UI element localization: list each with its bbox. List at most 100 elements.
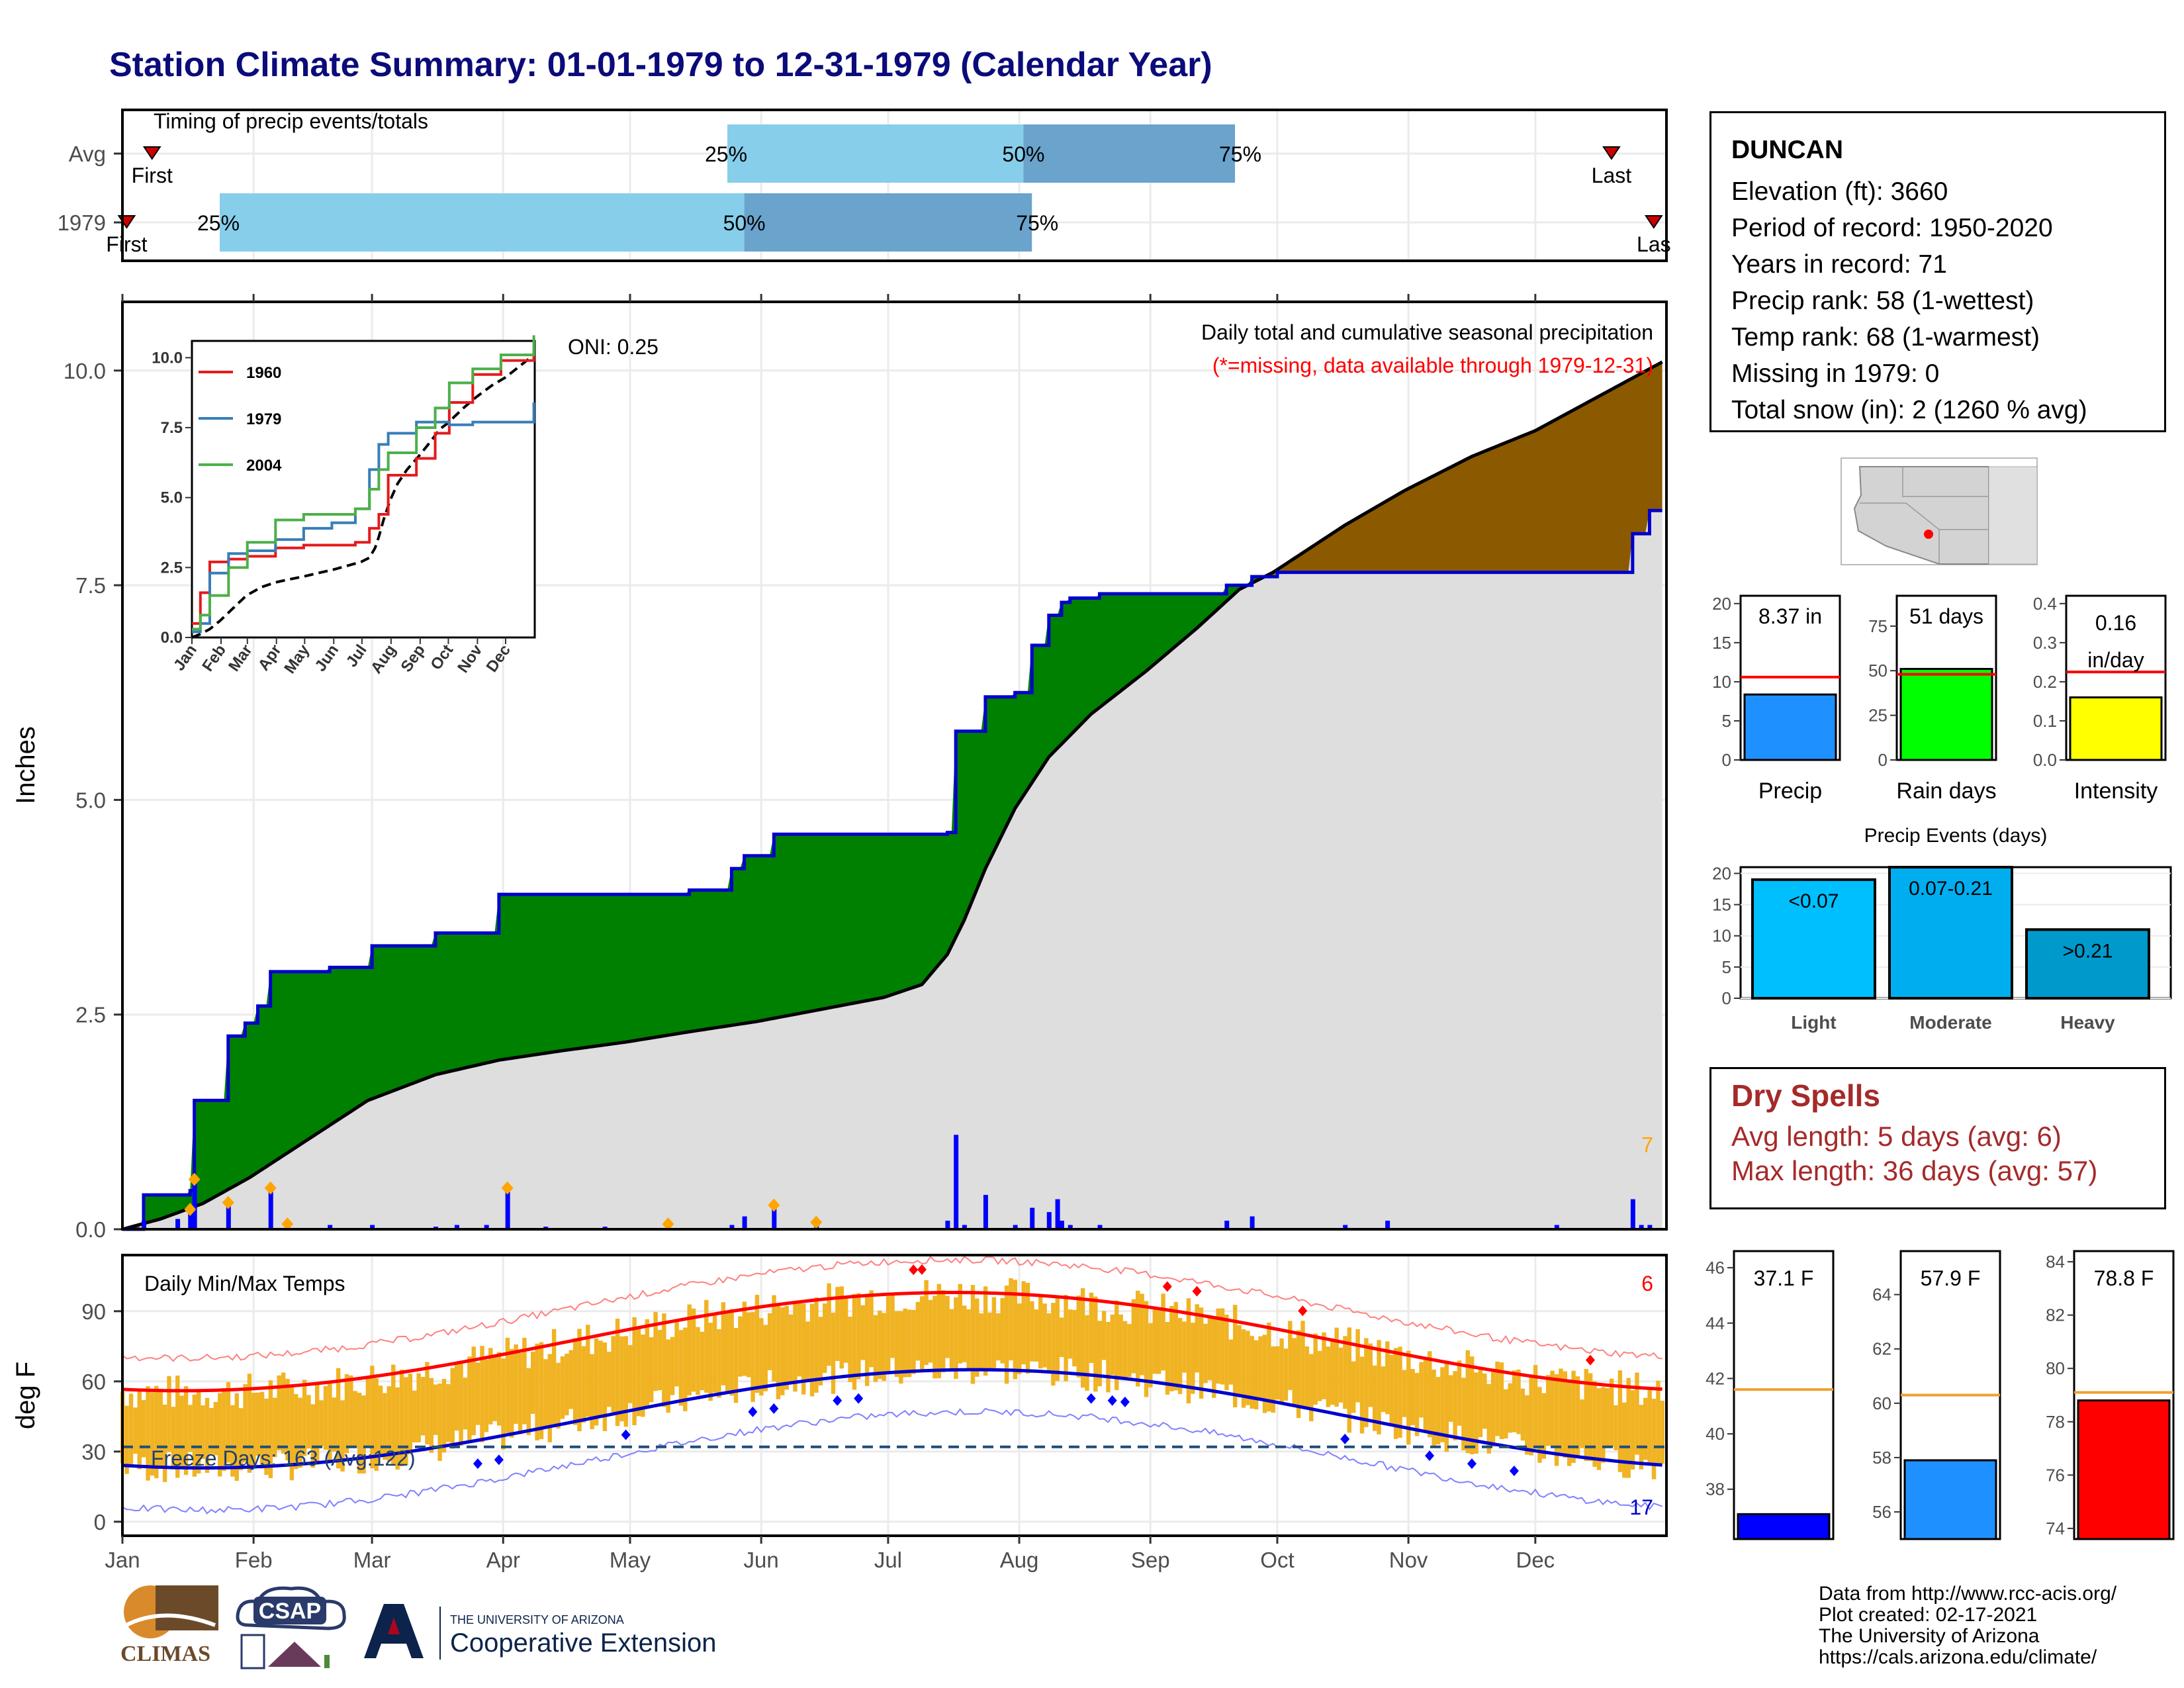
daily-temp-bar [1334,1327,1339,1407]
daily-temp-bar [1419,1362,1424,1418]
cold-days-count: 17 [1629,1495,1653,1519]
daily-precip-bar [1068,1225,1073,1229]
daily-temp-bar [1529,1375,1533,1456]
daily-temp-bar [1288,1321,1293,1390]
stat-ytick-label: 0.1 [2033,711,2057,731]
record-low-line [122,1407,1662,1515]
stat-value-label: 0.16 [2095,611,2136,635]
timing-last-marker [1602,146,1621,160]
daily-temp-bar [1089,1292,1094,1364]
daily-temp-bar [1216,1308,1220,1384]
tstat-ytick-label: 76 [2046,1465,2065,1485]
daily-temp-bar [966,1309,971,1372]
daily-temp-bar [1550,1370,1555,1446]
stat-ytick-label: 0.4 [2033,594,2057,614]
daily-temp-bar [1283,1348,1289,1401]
daily-temp-bar [653,1311,658,1391]
daily-temp-bar [365,1378,371,1447]
daily-temp-bar [1516,1369,1521,1434]
daily-temp-bar [1177,1317,1183,1394]
daily-temp-bar [298,1397,302,1468]
daily-temp-bar [179,1395,184,1466]
daily-precip-bar [1224,1221,1230,1229]
precip-events-title: Precip Events (days) [1864,825,2048,847]
daily-temp-bar [708,1323,713,1401]
daily-temp-bar [1136,1290,1140,1387]
daily-temp-bar [615,1319,620,1427]
daily-temp-bar [399,1369,404,1467]
record-low-marker [621,1429,631,1440]
month-tick-label: Jun [744,1548,779,1572]
daily-temp-bar [649,1337,654,1403]
daily-temp-bar [378,1385,383,1456]
daily-temp-bar [725,1313,730,1392]
daily-temp-bar [302,1380,307,1456]
daily-temp-bar [742,1301,747,1376]
daily-temp-bar [1051,1303,1056,1386]
daily-temp-bar [1030,1301,1034,1362]
daily-temp-bar [975,1298,979,1377]
daily-temp-bar [531,1351,535,1414]
daily-temp-bar [1085,1315,1089,1391]
daily-temp-bar [772,1295,776,1382]
daily-temp-bar [581,1346,586,1423]
daily-temp-bar [1237,1325,1242,1398]
daily-temp-bar [243,1384,248,1463]
daily-precip-bar [1554,1225,1559,1229]
daily-temp-bar [1186,1298,1191,1404]
stat-ytick-label: 0.2 [2033,672,2057,692]
daily-temp-bar [213,1401,218,1456]
daily-temp-bar [704,1299,709,1393]
daily-temp-bar [175,1375,180,1478]
station-line: Total snow (in): 2 (1260 % avg) [1731,396,2087,424]
daily-temp-bar [814,1297,819,1393]
tstat-ytick-label: 40 [1706,1424,1725,1444]
daily-temp-bar [970,1285,976,1384]
record-low-marker [494,1454,504,1466]
daily-temp-bar [289,1385,295,1481]
daily-temp-bar [1195,1304,1199,1373]
daily-temp-bar [1444,1360,1449,1452]
daily-temp-bar [1025,1282,1030,1374]
daily-temp-bar [1224,1315,1229,1391]
daily-temp-bar [1630,1390,1635,1470]
daily-temp-bar [1554,1374,1559,1466]
daily-temp-bar [137,1388,142,1470]
daily-temp-bar [255,1392,260,1456]
daily-temp-bar [987,1312,992,1370]
daily-temp-bar [979,1313,983,1372]
ua-small-text: THE UNIVERSITY OF ARIZONA [450,1613,624,1626]
page-title: Station Climate Summary: 01-01-1979 to 1… [109,46,1212,84]
daily-temp-bar [936,1284,942,1379]
daily-temp-bar [598,1340,603,1417]
daily-temp-bar [894,1311,899,1378]
daily-temp-bar [1571,1370,1576,1464]
daily-temp-bar [1656,1380,1661,1466]
daily-temp-bar [1271,1346,1275,1413]
inset-legend-label: 1960 [246,364,281,382]
daily-precip-bar [226,1205,231,1229]
record-high-marker [909,1264,919,1276]
daily-temp-bar [848,1317,852,1382]
record-high-marker [917,1264,927,1275]
daily-temp-bar [683,1327,688,1411]
snow-marker [188,1172,201,1186]
surplus-area [143,577,1261,1224]
daily-temp-bar [1326,1346,1331,1407]
record-high-marker [1162,1281,1172,1292]
timing-first-marker [142,146,161,160]
daily-temp-bar [958,1284,962,1364]
stat-ytick-label: 0 [1878,750,1888,770]
daily-temp-bar [1279,1338,1284,1403]
freeze-days-label: Freeze Days: 163 (Avg:122) [151,1446,416,1470]
daily-temp-bar [1626,1378,1631,1478]
daily-temp-bar [1207,1316,1212,1380]
daily-precip-bar [1046,1212,1052,1229]
precip-events-chart: Precip Events (days) 0 5 10 15 20 <0.07 Light 0.… [1712,825,2172,1033]
daily-temp-bar [1246,1331,1250,1405]
timing-p75-label: 75% [1016,211,1058,235]
daily-temp-bar [788,1314,794,1382]
daily-temp-bar [691,1308,696,1392]
csap-mountain-shape [268,1642,321,1667]
